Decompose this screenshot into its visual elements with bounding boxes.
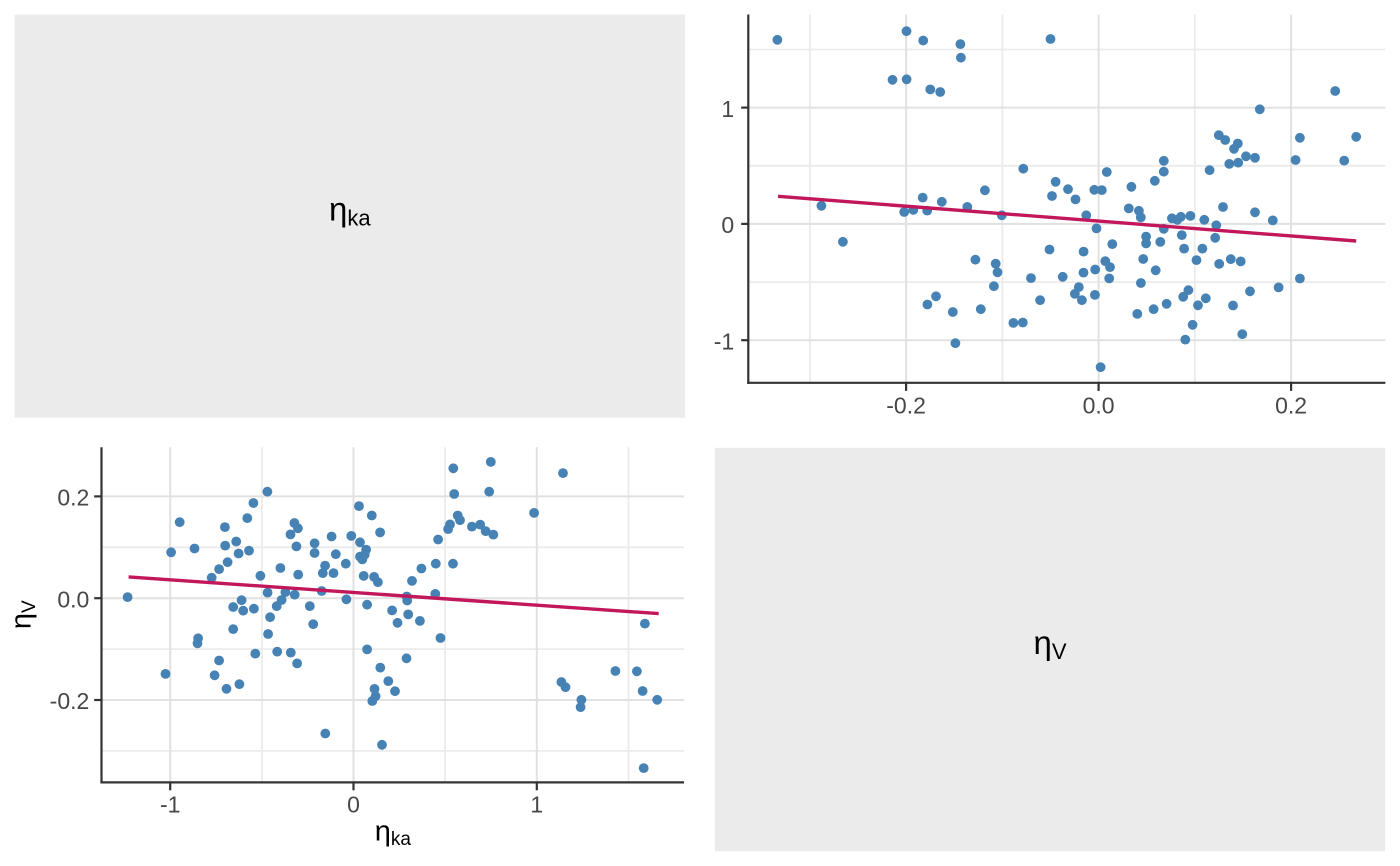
svg-text:1: 1 [530, 792, 543, 818]
svg-text:-1: -1 [714, 328, 734, 354]
svg-text:0: 0 [347, 792, 360, 818]
svg-text:-0.2: -0.2 [886, 393, 926, 419]
svg-text:0.2: 0.2 [1275, 393, 1307, 419]
svg-text:-1: -1 [160, 792, 180, 818]
svg-text:0.2: 0.2 [57, 485, 89, 511]
svg-text:ηV: ηV [1033, 624, 1066, 664]
svg-text:ηV: ηV [6, 600, 41, 629]
svg-text:0: 0 [721, 212, 734, 238]
svg-text:ηka: ηka [329, 191, 371, 231]
svg-text:0.0: 0.0 [57, 586, 89, 612]
svg-text:-0.2: -0.2 [50, 688, 90, 714]
svg-text:1: 1 [721, 96, 734, 122]
svg-text:0.0: 0.0 [1083, 393, 1115, 419]
